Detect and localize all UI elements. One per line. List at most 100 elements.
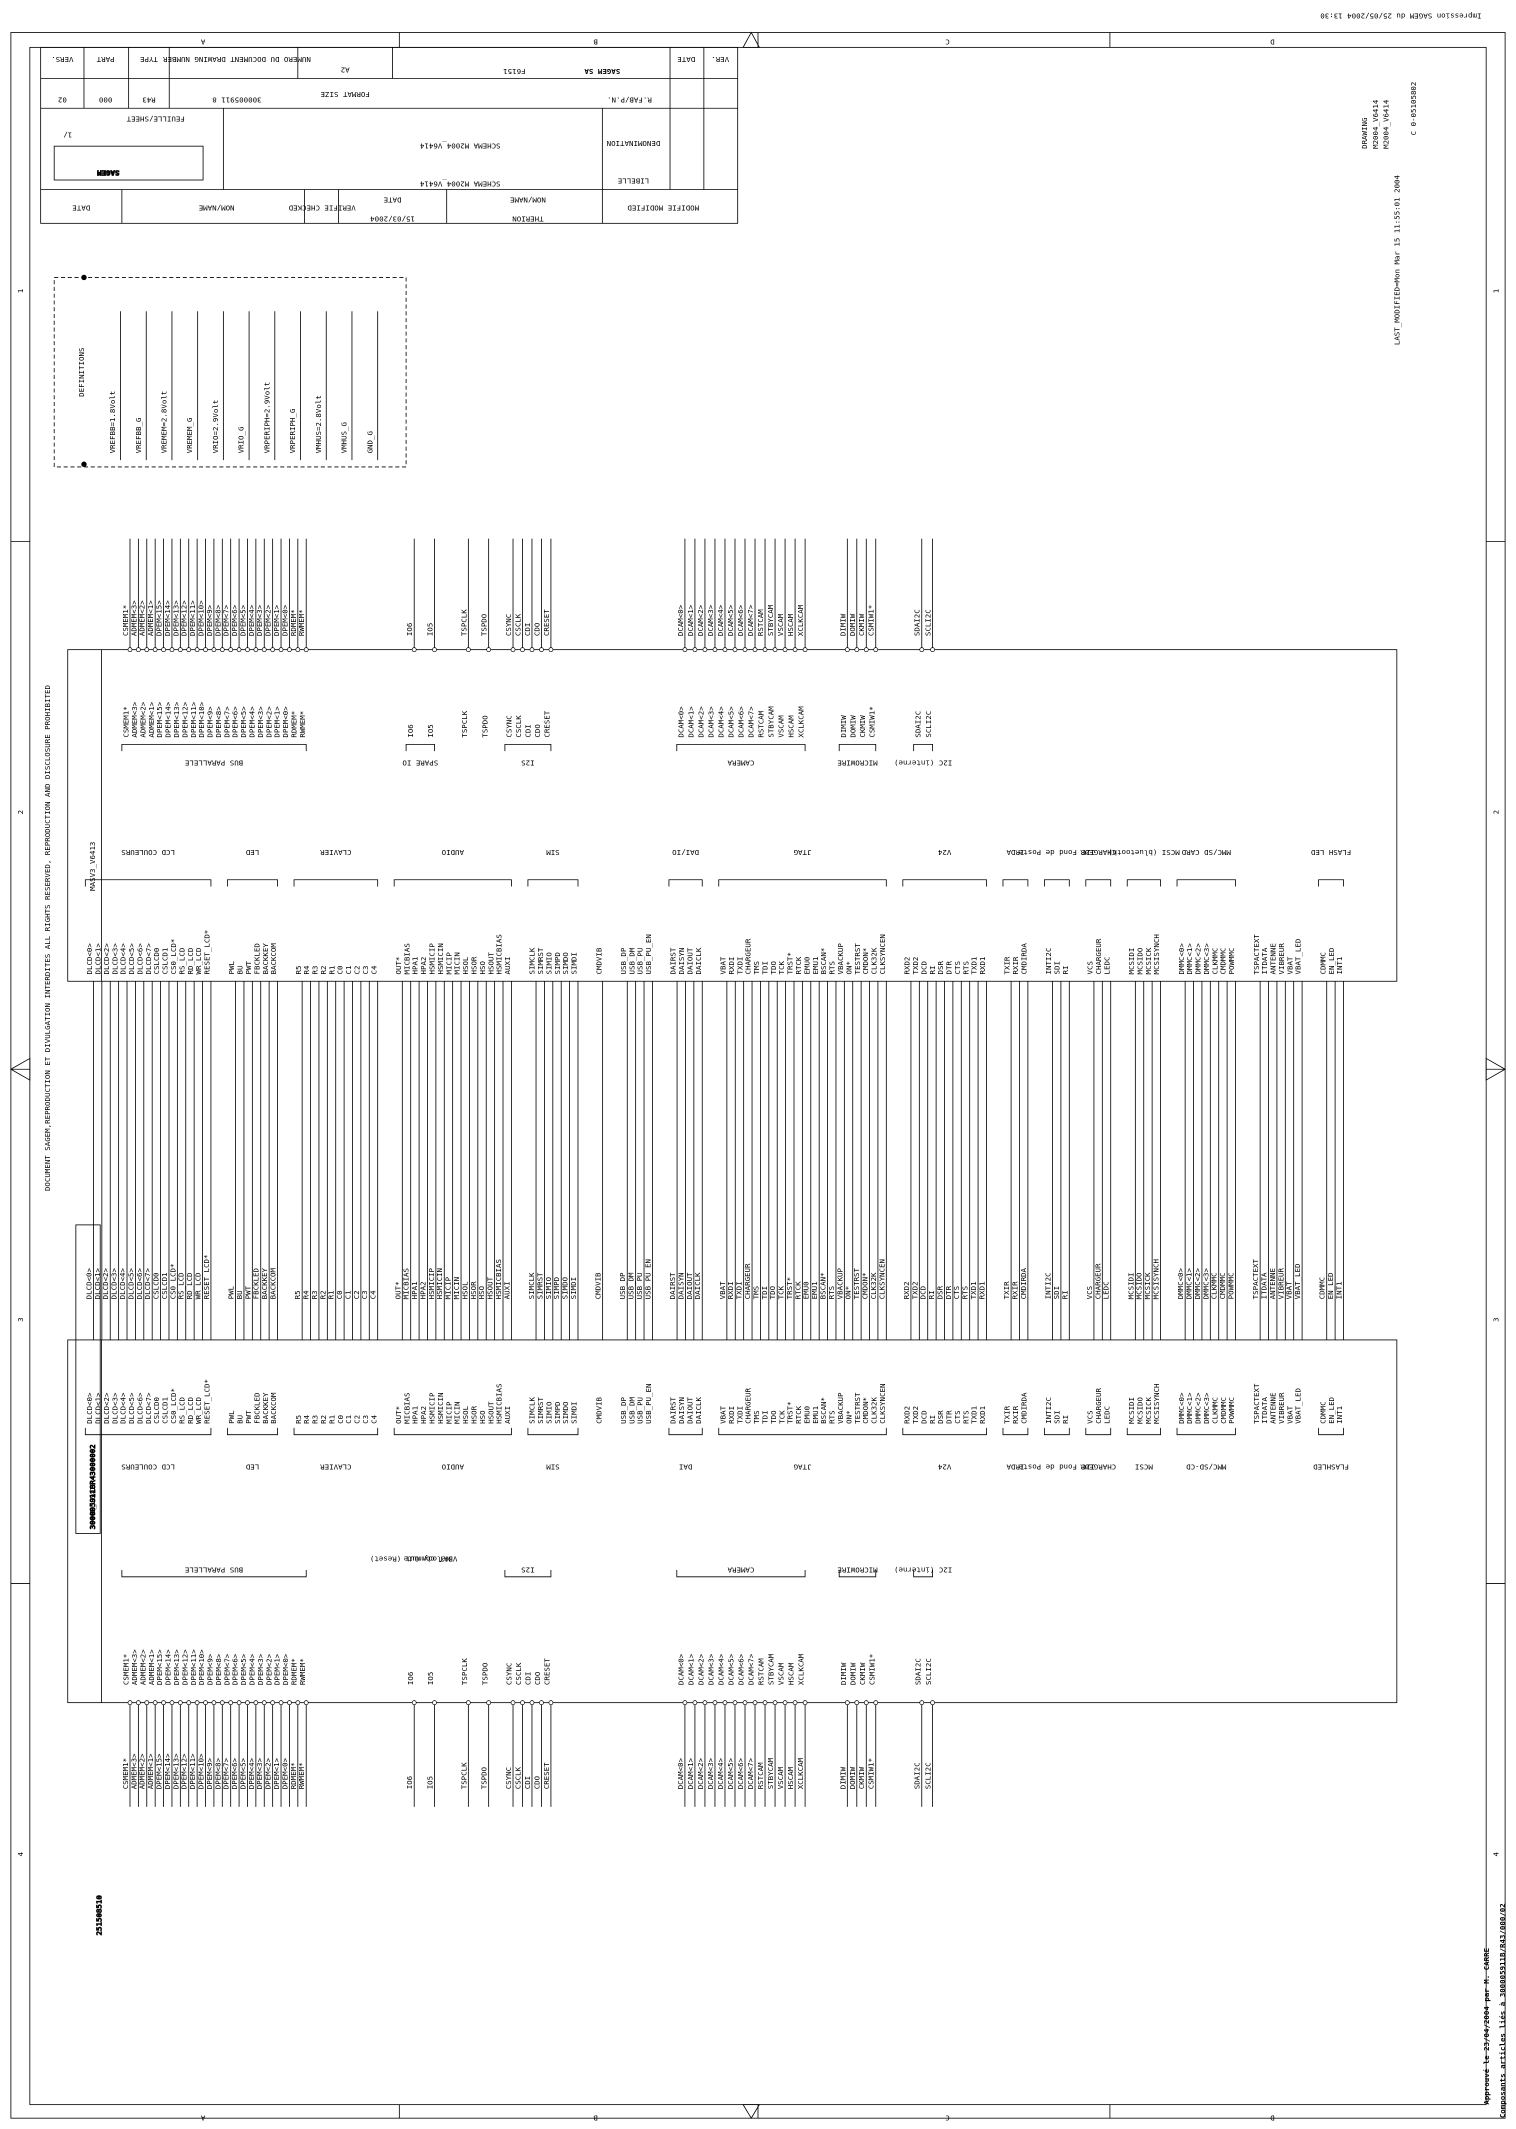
net-label: HSOUT bbox=[486, 1276, 495, 1299]
group-bracket bbox=[121, 743, 307, 752]
pin-label: DOMIW bbox=[848, 715, 857, 738]
group-bracket bbox=[1002, 879, 1029, 887]
pin-label: DMMC<2> bbox=[1194, 1392, 1203, 1424]
denomination: SCHEMA M2004_V6414 bbox=[419, 141, 500, 150]
pin-circle bbox=[127, 647, 133, 653]
net-label: ANTENNE bbox=[1268, 1268, 1277, 1299]
pin-label: CHARGEUR bbox=[1094, 938, 1103, 974]
pin-label: DCAM<0> bbox=[677, 1653, 686, 1685]
group-bracket bbox=[718, 1427, 887, 1436]
net-label: CSMEM1* bbox=[121, 605, 130, 636]
net-label: DCAM<7> bbox=[746, 604, 755, 636]
pin-label: DMMC<2> bbox=[1194, 943, 1203, 975]
group-label: AUDIO bbox=[441, 1462, 464, 1471]
pin-label: TXDI bbox=[735, 1406, 744, 1424]
pin-label: TSPACTEXT bbox=[1252, 934, 1261, 975]
components-note: Composants articles liés à 300005911B/R4… bbox=[1498, 1903, 1507, 2118]
pin-label: R1 bbox=[327, 966, 336, 975]
pin-label: TDI bbox=[760, 961, 769, 974]
pin-label: HSMICBIAS bbox=[495, 1384, 504, 1424]
pin-circle bbox=[136, 647, 141, 653]
pin-label: ADMEM<2> bbox=[138, 701, 147, 737]
group-label: I2C (interne) bbox=[894, 759, 952, 768]
pin-label: TDO bbox=[769, 1410, 778, 1424]
pin-label: VBAT bbox=[1285, 1405, 1294, 1423]
net-label: DLCD<6> bbox=[135, 1267, 144, 1299]
group-label: MICROWIRE bbox=[837, 1565, 877, 1574]
drawing-info: M2004_V6414 bbox=[1371, 99, 1380, 149]
net-label: WR_LCD bbox=[194, 1272, 203, 1299]
pin-label: RD_LCD bbox=[186, 947, 195, 974]
pin-label: SIMDI bbox=[570, 1401, 579, 1423]
group-label: I2S bbox=[521, 759, 534, 768]
definition-item: VREMEM_G bbox=[185, 417, 194, 453]
pin-label: DLCD<0> bbox=[85, 943, 94, 975]
code: F6151 bbox=[503, 67, 525, 76]
net-label: CDMMC bbox=[1318, 1277, 1327, 1299]
pin-label: USB_DM bbox=[627, 1396, 636, 1423]
junction bbox=[81, 461, 87, 467]
pin-circle bbox=[219, 1700, 225, 1706]
pin-label: DPEM<0> bbox=[281, 706, 290, 738]
pin-label: DSR bbox=[936, 1410, 945, 1424]
pin-circle bbox=[211, 647, 217, 653]
net-label: DPEM<15> bbox=[155, 600, 164, 636]
field-label: FORMAT SIZE bbox=[321, 90, 370, 99]
pin-label: CSLCD0 bbox=[152, 948, 161, 975]
pin-label: ADMEM<3> bbox=[130, 1649, 139, 1685]
pin-circle bbox=[752, 647, 758, 653]
field-label: VERS. bbox=[51, 55, 73, 64]
pin-label: DLCD<5> bbox=[127, 943, 136, 975]
net-label: DMMC<0> bbox=[1176, 1267, 1185, 1299]
pin-label: POWMMC bbox=[1227, 1397, 1236, 1424]
net-label: EMU0 bbox=[802, 1281, 811, 1299]
pin-label: RTCK bbox=[794, 1405, 803, 1423]
pin-circle bbox=[752, 1700, 758, 1706]
net-label: VSCAM bbox=[776, 613, 785, 636]
pin-label: HSOUT bbox=[486, 1401, 495, 1424]
border-row: 4 bbox=[16, 1851, 25, 1856]
net-label: DLCD<4> bbox=[118, 1267, 127, 1299]
net-label: CRESET bbox=[542, 609, 551, 636]
net-label: DPEM<13> bbox=[171, 600, 180, 636]
pin-label: DPEM<0> bbox=[281, 1653, 290, 1685]
pin-label: DIMIW bbox=[839, 1662, 848, 1685]
pin-label: DCAM<4> bbox=[717, 1653, 726, 1685]
pin-circle bbox=[712, 1700, 718, 1706]
copyright-notice: DOCUMENT SAGEM,REPRODUCTION ET DIVULGATI… bbox=[43, 685, 52, 1192]
net-label: DPEM<8> bbox=[213, 1757, 222, 1789]
pin-label: DPEM<9> bbox=[206, 706, 215, 738]
pin-label: EMU0 bbox=[802, 1406, 811, 1424]
net-label: DCAM<6> bbox=[736, 604, 745, 636]
pin-label: PWT bbox=[244, 1410, 253, 1424]
pin-label: HPA1 bbox=[411, 957, 420, 975]
pin-label: C3 bbox=[361, 966, 370, 975]
group-label: LCD COULEURS bbox=[121, 1462, 175, 1471]
pin-label: DMMC<3> bbox=[1202, 1392, 1211, 1424]
net-label: ON* bbox=[844, 1286, 853, 1299]
pin-label: DLCD<4> bbox=[119, 943, 128, 975]
pin-label: R4 bbox=[302, 1414, 311, 1423]
pin-circle bbox=[930, 1700, 935, 1706]
net-label: RDMEM* bbox=[289, 1762, 298, 1789]
group-label: MMC/SD-CD bbox=[1186, 1462, 1227, 1471]
net-label: RI bbox=[1060, 1290, 1069, 1299]
group-bracket bbox=[838, 1570, 877, 1578]
net-label: R3 bbox=[310, 1290, 319, 1299]
pin-circle bbox=[762, 1700, 768, 1706]
field-label: FEUILLE/SHEET bbox=[126, 114, 185, 123]
pin-label: IO5 bbox=[426, 724, 435, 737]
net-label: RTS bbox=[827, 1286, 836, 1299]
pin-circle bbox=[520, 647, 525, 653]
net-label: DPEM<10> bbox=[196, 1753, 205, 1789]
part-number: 251508510 bbox=[95, 1895, 104, 1935]
pin-label: CHARGEUR bbox=[744, 938, 753, 974]
net-label: DIMIW bbox=[838, 1766, 847, 1789]
net-label: DCAM<5> bbox=[726, 604, 735, 636]
pin-label: DPEM<10> bbox=[197, 701, 206, 737]
pin-label: MCSIDI bbox=[1127, 1397, 1136, 1424]
pin-label: PWL bbox=[227, 961, 236, 975]
pin-circle bbox=[712, 647, 718, 653]
pin-circle bbox=[529, 1700, 535, 1706]
net-label: DPEM<12> bbox=[180, 600, 189, 636]
